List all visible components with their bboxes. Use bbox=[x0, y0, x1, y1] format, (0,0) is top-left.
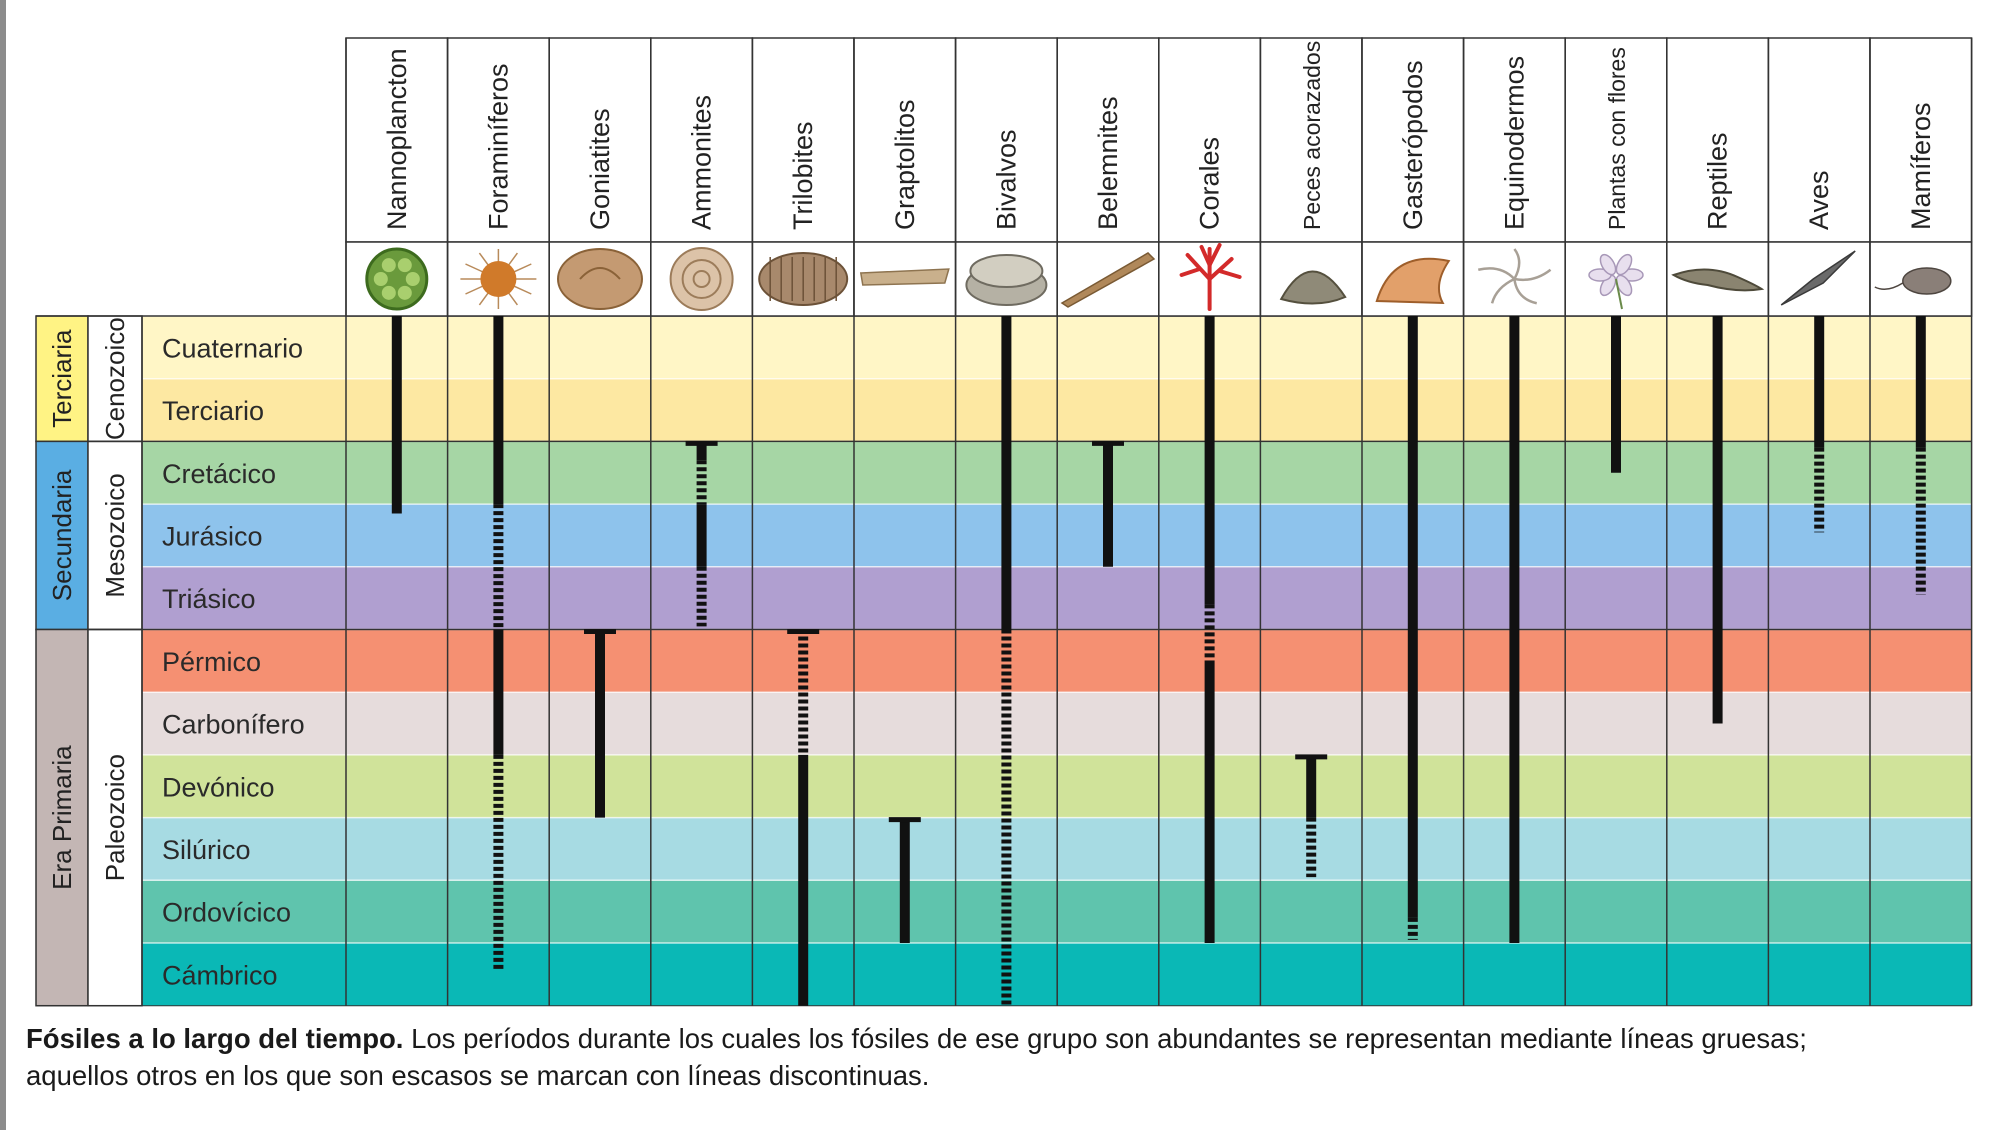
column-header-label: Aves bbox=[1804, 170, 1834, 230]
period-label: Silúrico bbox=[162, 835, 251, 865]
column-header-cell bbox=[853, 37, 957, 243]
subeon-block bbox=[87, 440, 143, 631]
period-label: Devónico bbox=[162, 772, 275, 802]
column-header-cell bbox=[1767, 37, 1871, 243]
column-header-label: Ammonites bbox=[687, 95, 717, 230]
column-header-label: Foraminíferos bbox=[483, 63, 513, 230]
subeon-label: Paleozoico bbox=[100, 754, 130, 881]
subeon-block bbox=[87, 315, 143, 443]
column-header-label: Goniatites bbox=[585, 108, 615, 230]
column-header-label: Peces acorazados bbox=[1299, 41, 1325, 230]
column-header-cell bbox=[650, 37, 754, 243]
era-label: Terciaria bbox=[47, 329, 77, 428]
mammal-icon bbox=[1874, 267, 1952, 295]
column-header-label: Trilobites bbox=[788, 121, 818, 230]
column-header-label: Plantas con flores bbox=[1604, 47, 1630, 230]
echinoderm-icon bbox=[1477, 248, 1552, 305]
nannoplankton-icon bbox=[365, 247, 429, 311]
column-header-label: Equinodermos bbox=[1499, 56, 1529, 230]
goniatite-icon bbox=[557, 248, 643, 310]
flower-icon bbox=[1588, 253, 1644, 310]
foraminifera-icon bbox=[460, 249, 537, 309]
column-header-cell bbox=[1259, 37, 1363, 243]
period-label: Pérmico bbox=[162, 647, 261, 677]
bird-icon bbox=[1780, 250, 1856, 306]
reptile-icon bbox=[1671, 268, 1765, 292]
period-label: Terciario bbox=[162, 396, 264, 426]
coral-icon bbox=[1179, 243, 1242, 311]
subeon-label: Cenozoico bbox=[100, 317, 130, 440]
column-header-label: Mamíferos bbox=[1906, 102, 1936, 230]
ammonite-icon bbox=[669, 247, 734, 311]
subeon-label: Mesozoico bbox=[100, 473, 130, 597]
column-header-cell bbox=[1869, 37, 1973, 243]
period-label: Ordovícico bbox=[162, 898, 291, 928]
trilobite-icon bbox=[758, 252, 849, 306]
column-header-cell bbox=[446, 37, 550, 243]
column-header-cell bbox=[345, 37, 449, 243]
page-left-border bbox=[0, 0, 6, 1130]
period-label: Jurásico bbox=[162, 521, 263, 551]
column-header-label: Bivalvos bbox=[991, 129, 1021, 230]
period-label: Cámbrico bbox=[162, 960, 278, 990]
fossil-range-chart: Cuaternario Terciario Cretácico Jurásico Tri… bbox=[35, 37, 1973, 1007]
column-header-label: Gasterópodos bbox=[1398, 60, 1428, 230]
caption-title: Fósiles a lo largo del tiempo. bbox=[26, 1023, 404, 1054]
figure-caption: Fósiles a lo largo del tiempo. Los perío… bbox=[26, 1020, 1990, 1100]
column-header-cell bbox=[1462, 37, 1566, 243]
column-header-label: Nannoplancton bbox=[382, 48, 412, 230]
caption-line-1: Fósiles a lo largo del tiempo. Los perío… bbox=[26, 1020, 1990, 1057]
gastropod-icon bbox=[1375, 257, 1451, 305]
caption-text-1: Los períodos durante los cuales los fósi… bbox=[403, 1023, 1807, 1054]
period-label: Cuaternario bbox=[162, 333, 303, 363]
period-label: Cretácico bbox=[162, 459, 276, 489]
period-label: Triásico bbox=[162, 584, 256, 614]
belemnite-icon bbox=[1060, 252, 1156, 308]
period-label: Carbonífero bbox=[162, 710, 305, 740]
era-block bbox=[35, 315, 89, 443]
column-header-cell bbox=[1666, 37, 1770, 243]
graptolite-icon bbox=[859, 268, 950, 286]
bivalve-icon bbox=[965, 254, 1048, 306]
column-header-label: Graptolitos bbox=[890, 99, 920, 230]
era-label: Era Primaria bbox=[47, 745, 77, 890]
caption-line-2: aquellos otros en los que son escasos se… bbox=[26, 1060, 930, 1091]
column-header-label: Corales bbox=[1195, 137, 1225, 230]
column-header-label: Reptiles bbox=[1703, 132, 1733, 230]
armored-fish-icon bbox=[1279, 270, 1347, 305]
column-header-cell bbox=[1564, 37, 1668, 243]
era-block bbox=[35, 628, 89, 1007]
column-header-label: Belemnites bbox=[1093, 96, 1123, 230]
era-label: Secundaria bbox=[47, 469, 77, 601]
column-header-cell bbox=[954, 37, 1058, 243]
